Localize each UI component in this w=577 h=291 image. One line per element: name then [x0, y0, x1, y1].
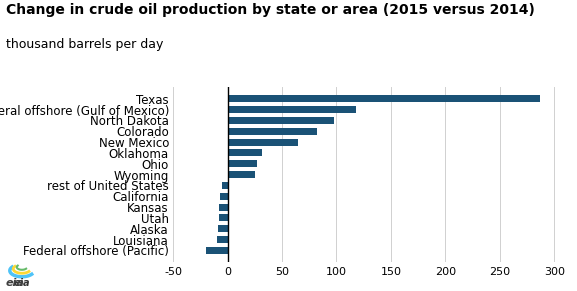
Bar [227, 160, 257, 167]
Bar [220, 193, 227, 200]
Bar [227, 171, 255, 178]
Text: Change in crude oil production by state or area (2015 versus 2014): Change in crude oil production by state … [6, 3, 535, 17]
Bar [219, 204, 227, 211]
Bar [227, 106, 356, 113]
Bar [206, 247, 227, 254]
Text: eia: eia [14, 278, 30, 288]
Bar [222, 182, 227, 189]
Bar [227, 139, 298, 146]
Bar [216, 236, 227, 243]
Bar [227, 95, 540, 102]
Bar [219, 214, 227, 221]
Bar [227, 149, 263, 157]
Bar [218, 225, 227, 232]
Text: thousand barrels per day: thousand barrels per day [6, 38, 163, 51]
Bar [227, 128, 317, 135]
Bar [227, 117, 334, 124]
Text: eia: eia [6, 278, 25, 288]
